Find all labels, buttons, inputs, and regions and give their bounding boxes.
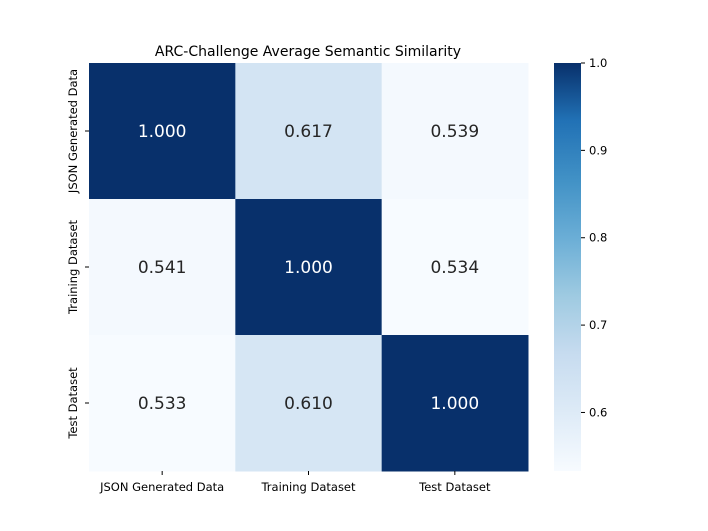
cell-value-label: 0.610 [284,394,333,414]
colorbar-ticks: 0.6 0.7 0.8 0.9 1.0 [581,56,607,419]
y-tick-label: JSON Generated Data [66,69,80,194]
heatmap-cell [89,335,236,472]
cell-value-label: 0.534 [430,258,479,278]
colorbar-tick-label: 0.7 [589,318,607,332]
x-tick-label: Training Dataset [260,480,356,494]
y-tick-label: Test Dataset [66,367,80,440]
colorbar-tick-label: 0.8 [589,231,607,245]
heatmap-cells [89,63,529,472]
heatmap-cell-labels: 1.000 0.617 0.539 0.541 1.000 0.534 0.533 0.610… [138,122,479,414]
colorbar-tick-label: 1.0 [589,56,607,70]
heatmap-cell [235,199,383,336]
x-axis: JSON Generated Data Training Dataset Test … [99,471,491,494]
cell-value-label: 1.000 [284,258,333,278]
heatmap-cell [235,63,383,200]
chart-title: ARC-Challenge Average Semantic Similarit… [155,44,461,60]
colorbar-tick-label: 0.9 [589,143,607,157]
colorbar [554,63,581,471]
heatmap-cell [89,63,236,200]
cell-value-label: 0.541 [138,258,187,278]
heatmap-cell [381,335,529,472]
colorbar-tick-label: 0.6 [589,405,607,419]
cell-value-label: 0.539 [430,122,479,142]
heatmap-cell [89,199,236,336]
cell-value-label: 1.000 [138,122,187,142]
y-tick-label: Training Dataset [66,219,80,315]
x-tick-label: Test Dataset [418,480,491,494]
heatmap-cell [235,335,383,472]
heatmap-cell [381,199,529,336]
cell-value-label: 1.000 [430,394,479,414]
y-axis: JSON Generated Data Training Dataset Test … [66,69,89,440]
heatmap-cell [381,63,529,200]
cell-value-label: 0.533 [138,394,187,414]
x-tick-label: JSON Generated Data [99,480,224,494]
cell-value-label: 0.617 [284,122,333,142]
